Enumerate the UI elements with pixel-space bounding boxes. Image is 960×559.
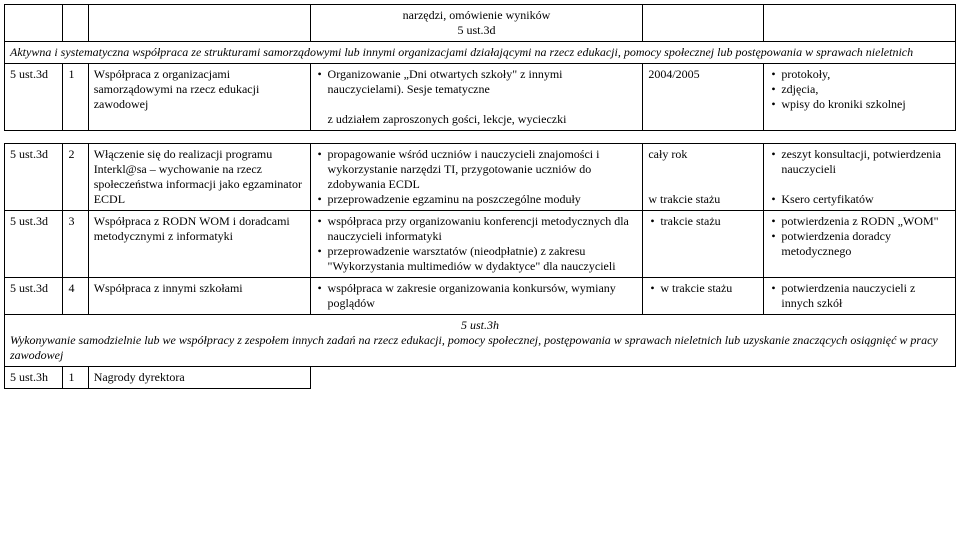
- text: w trakcie stażu: [648, 192, 758, 207]
- cell-desc: Współpraca z innymi szkołami: [88, 278, 310, 315]
- bullet: wpisy do kroniki szkolnej: [769, 97, 950, 112]
- table-row: 5 ust.3h 1 Nagrody dyrektora: [5, 367, 956, 389]
- cell-empty: [63, 5, 88, 42]
- cell-ref: 5 ust.3d: [5, 211, 63, 278]
- cell-outcome: potwierdzenia nauczycieli z innych szkół: [764, 278, 956, 315]
- bullet: przeprowadzenie egzaminu na poszczególne…: [316, 192, 638, 207]
- bullet: zeszyt konsultacji, potwierdzenia nauczy…: [769, 147, 950, 177]
- section-heading: Aktywna i systematyczna współpraca ze st…: [5, 42, 956, 64]
- cell-outcome: zeszyt konsultacji, potwierdzenia nauczy…: [764, 144, 956, 211]
- cell-empty: [764, 367, 956, 389]
- text: 5 ust.3d: [457, 23, 495, 37]
- table-row: 5 ust.3d 2 Włączenie się do realizacji p…: [5, 144, 956, 211]
- bullet: współpraca przy organizowaniu konferencj…: [316, 214, 638, 244]
- cell-num: 1: [63, 367, 88, 389]
- text: z udziałem zaproszonych gości, lekcje, w…: [316, 112, 638, 127]
- cell-empty: [643, 5, 764, 42]
- document-table-2: 5 ust.3d 2 Włączenie się do realizacji p…: [4, 143, 956, 389]
- cell-empty: [310, 367, 643, 389]
- cell-num: 3: [63, 211, 88, 278]
- heading-text: Wykonywanie samodzielnie lub we współpra…: [10, 333, 950, 363]
- bullet: trakcie stażu: [648, 214, 758, 229]
- cell-activity: propagowanie wśród uczniów i nauczycieli…: [310, 144, 643, 211]
- cell-desc: Włączenie się do realizacji programu Int…: [88, 144, 310, 211]
- bullet: Organizowanie „Dni otwartych szkoły" z i…: [316, 67, 638, 97]
- heading-ref: 5 ust.3h: [10, 318, 950, 333]
- cell-num: 1: [63, 64, 88, 131]
- bullet: potwierdzenia z RODN „WOM": [769, 214, 950, 229]
- cell-date: trakcie stażu: [643, 211, 764, 278]
- cell-empty: [88, 5, 310, 42]
- table-row: narzędzi, omówienie wyników 5 ust.3d: [5, 5, 956, 42]
- cell-empty: [5, 5, 63, 42]
- bullet: współpraca w zakresie organizowania konk…: [316, 281, 638, 311]
- cell-ref: 5 ust.3d: [5, 64, 63, 131]
- cell-activity: współpraca w zakresie organizowania konk…: [310, 278, 643, 315]
- cell-date: cały rok w trakcie stażu: [643, 144, 764, 211]
- cell-desc: Współpraca z organizacjami samorządowymi…: [88, 64, 310, 131]
- bullet: zdjęcia,: [769, 82, 950, 97]
- cell-empty: [643, 367, 764, 389]
- section-heading-row: 5 ust.3h Wykonywanie samodzielnie lub we…: [5, 315, 956, 367]
- text: narzędzi, omówienie wyników: [403, 8, 551, 22]
- bullet: propagowanie wśród uczniów i nauczycieli…: [316, 147, 638, 192]
- table-row: 5 ust.3d 4 Współpraca z innymi szkołami …: [5, 278, 956, 315]
- cell-desc: Nagrody dyrektora: [88, 367, 310, 389]
- cell-date: w trakcie stażu: [643, 278, 764, 315]
- bullet: protokoły,: [769, 67, 950, 82]
- cell-desc: Współpraca z RODN WOM i doradcami metody…: [88, 211, 310, 278]
- cell-ref: 5 ust.3d: [5, 144, 63, 211]
- cell-date: 2004/2005: [643, 64, 764, 131]
- cell-num: 4: [63, 278, 88, 315]
- cell-num: 2: [63, 144, 88, 211]
- cell-top-activity: narzędzi, omówienie wyników 5 ust.3d: [310, 5, 643, 42]
- bullet: Ksero certyfikatów: [769, 192, 950, 207]
- bullet: przeprowadzenie warsztatów (nieodpłatnie…: [316, 244, 638, 274]
- text: cały rok: [648, 147, 758, 162]
- cell-activity: współpraca przy organizowaniu konferencj…: [310, 211, 643, 278]
- bullet: potwierdzenia nauczycieli z innych szkół: [769, 281, 950, 311]
- cell-ref: 5 ust.3h: [5, 367, 63, 389]
- cell-ref: 5 ust.3d: [5, 278, 63, 315]
- section-heading-row: Aktywna i systematyczna współpraca ze st…: [5, 42, 956, 64]
- cell-empty: [764, 5, 956, 42]
- document-table: narzędzi, omówienie wyników 5 ust.3d Akt…: [4, 4, 956, 131]
- cell-outcome: protokoły, zdjęcia, wpisy do kroniki szk…: [764, 64, 956, 131]
- bullet: w trakcie stażu: [648, 281, 758, 296]
- table-row: 5 ust.3d 3 Współpraca z RODN WOM i dorad…: [5, 211, 956, 278]
- cell-outcome: potwierdzenia z RODN „WOM" potwierdzenia…: [764, 211, 956, 278]
- cell-activity: Organizowanie „Dni otwartych szkoły" z i…: [310, 64, 643, 131]
- section-heading: 5 ust.3h Wykonywanie samodzielnie lub we…: [5, 315, 956, 367]
- table-row: 5 ust.3d 1 Współpraca z organizacjami sa…: [5, 64, 956, 131]
- bullet: potwierdzenia doradcy metodycznego: [769, 229, 950, 259]
